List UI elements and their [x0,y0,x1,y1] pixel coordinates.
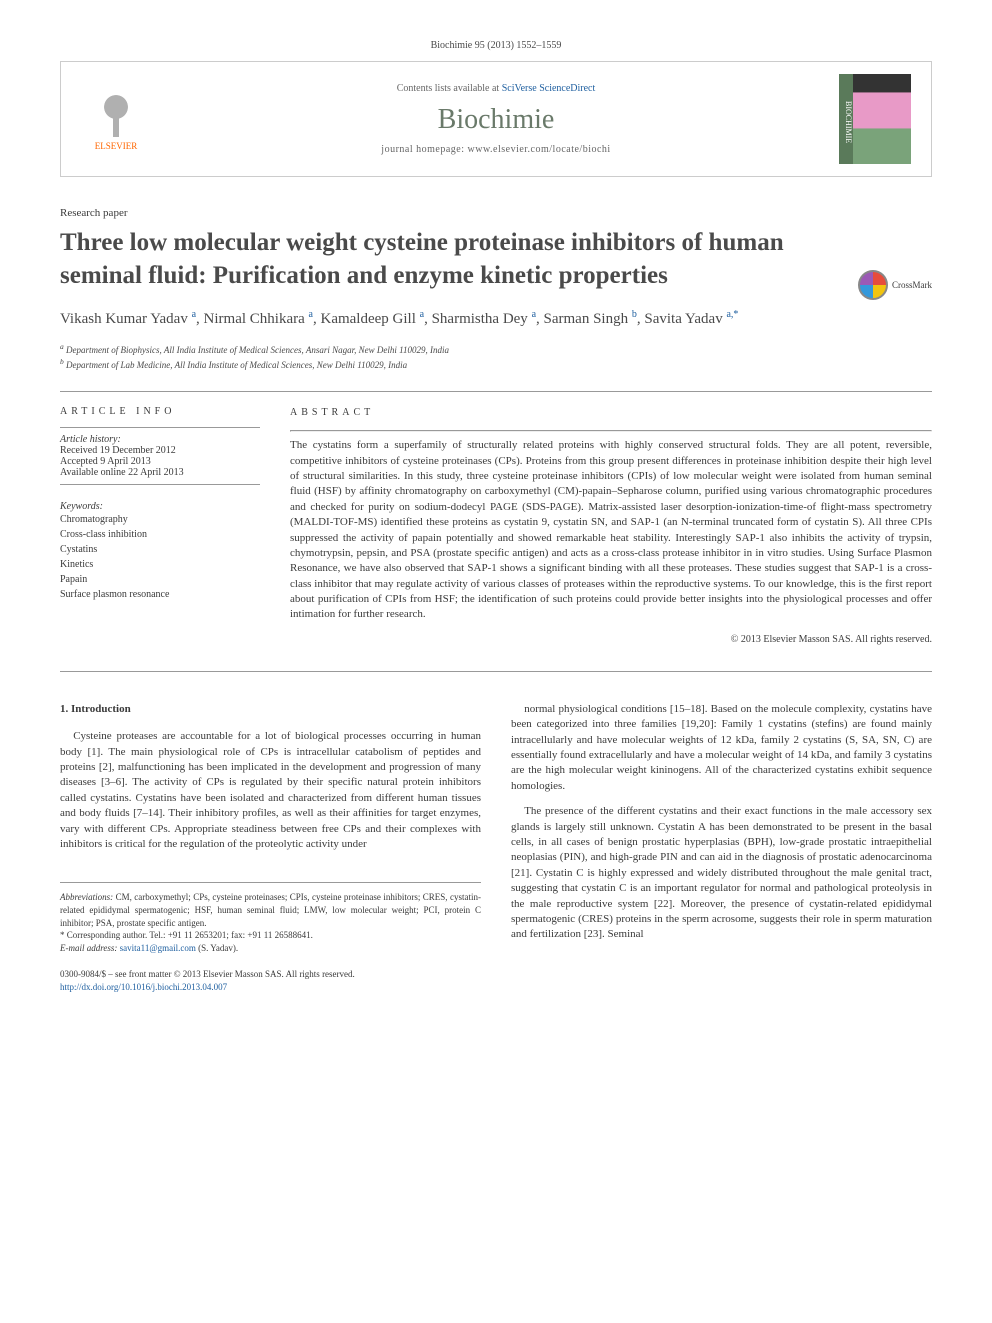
keyword-item: Chromatography [60,512,260,527]
footnotes: Abbreviations: CM, carboxymethyl; CPs, c… [60,882,481,954]
corresponding-author-footnote: * Corresponding author. Tel.: +91 11 265… [60,929,481,942]
accepted-date: Accepted 9 April 2013 [60,456,260,467]
divider [60,427,260,428]
body-paragraph: Cysteine proteases are accountable for a… [60,729,481,852]
column-left: 1. Introduction Cysteine proteases are a… [60,702,481,994]
journal-name: Biochimie [151,104,841,136]
issn-copyright: 0300-9084/$ – see front matter © 2013 El… [60,968,481,993]
homepage-url[interactable]: www.elsevier.com/locate/biochi [468,144,611,155]
crossmark-badge[interactable]: CrossMark [858,270,932,300]
abstract-copyright: © 2013 Elsevier Masson SAS. All rights r… [290,633,932,647]
corr-text: Tel.: +91 11 2653201; fax: +91 11 265886… [149,930,313,940]
header-center: Contents lists available at SciVerse Sci… [151,83,841,155]
divider [60,671,932,672]
keywords-label: Keywords: [60,501,260,512]
abbrev-text: CM, carboxymethyl; CPs, cysteine protein… [60,892,481,927]
contents-available: Contents lists available at SciVerse Sci… [151,83,841,94]
body-paragraph: normal physiological conditions [15–18].… [511,702,932,794]
keyword-item: Papain [60,572,260,587]
affiliation-a: a Department of Biophysics, All India In… [60,342,932,357]
contents-prefix: Contents lists available at [397,83,502,94]
abstract-text: The cystatins form a superfamily of stru… [290,438,932,623]
article-title: Three low molecular weight cysteine prot… [60,227,932,292]
paper-type: Research paper [60,207,932,219]
sciencedirect-link[interactable]: SciVerse ScienceDirect [502,83,596,94]
homepage-line: journal homepage: www.elsevier.com/locat… [151,144,841,155]
elsevier-logo[interactable]: ELSEVIER [81,87,151,151]
body-paragraph: The presence of the different cystatins … [511,804,932,943]
journal-reference: Biochimie 95 (2013) 1552–1559 [60,40,932,51]
divider [60,484,260,485]
doi-link[interactable]: http://dx.doi.org/10.1016/j.biochi.2013.… [60,982,227,992]
divider [290,430,932,432]
article-info-sidebar: ARTICLE INFO Article history: Received 1… [60,406,260,647]
homepage-prefix: journal homepage: [381,144,467,155]
corr-label: * Corresponding author. [60,930,149,940]
email-footnote: E-mail address: savita11@gmail.com (S. Y… [60,942,481,955]
keyword-item: Cystatins [60,542,260,557]
keyword-item: Surface plasmon resonance [60,587,260,602]
keyword-item: Kinetics [60,557,260,572]
online-date: Available online 22 April 2013 [60,467,260,478]
affiliations: a Department of Biophysics, All India In… [60,342,932,371]
authors-list: Vikash Kumar Yadav a, Nirmal Chhikara a,… [60,308,932,330]
issn-line: 0300-9084/$ – see front matter © 2013 El… [60,968,481,981]
email-label: E-mail address: [60,943,120,953]
section-heading-intro: 1. Introduction [60,702,481,717]
abstract-column: ABSTRACT The cystatins form a superfamil… [290,406,932,647]
affiliation-b: b Department of Lab Medicine, All India … [60,357,932,372]
journal-cover-thumbnail[interactable]: BIOCHIMIE [841,74,911,164]
history-label: Article history: [60,434,260,445]
keyword-item: Cross-class inhibition [60,527,260,542]
received-date: Received 19 December 2012 [60,445,260,456]
publisher-label: ELSEVIER [81,141,151,151]
cover-spine-label: BIOCHIMIE [839,74,853,164]
abbrev-label: Abbreviations: [60,892,113,902]
divider [60,391,932,392]
body-columns: 1. Introduction Cysteine proteases are a… [60,702,932,994]
email-link[interactable]: savita11@gmail.com [120,943,196,953]
email-suffix: (S. Yadav). [196,943,238,953]
crossmark-label: CrossMark [892,280,932,290]
keywords-list: ChromatographyCross-class inhibitionCyst… [60,512,260,602]
journal-header-box: ELSEVIER Contents lists available at Sci… [60,61,932,177]
crossmark-icon [858,270,888,300]
article-info-label: ARTICLE INFO [60,406,260,417]
abbreviations-footnote: Abbreviations: CM, carboxymethyl; CPs, c… [60,891,481,929]
column-right: normal physiological conditions [15–18].… [511,702,932,994]
elsevier-tree-icon [91,87,141,137]
abstract-label: ABSTRACT [290,406,932,420]
